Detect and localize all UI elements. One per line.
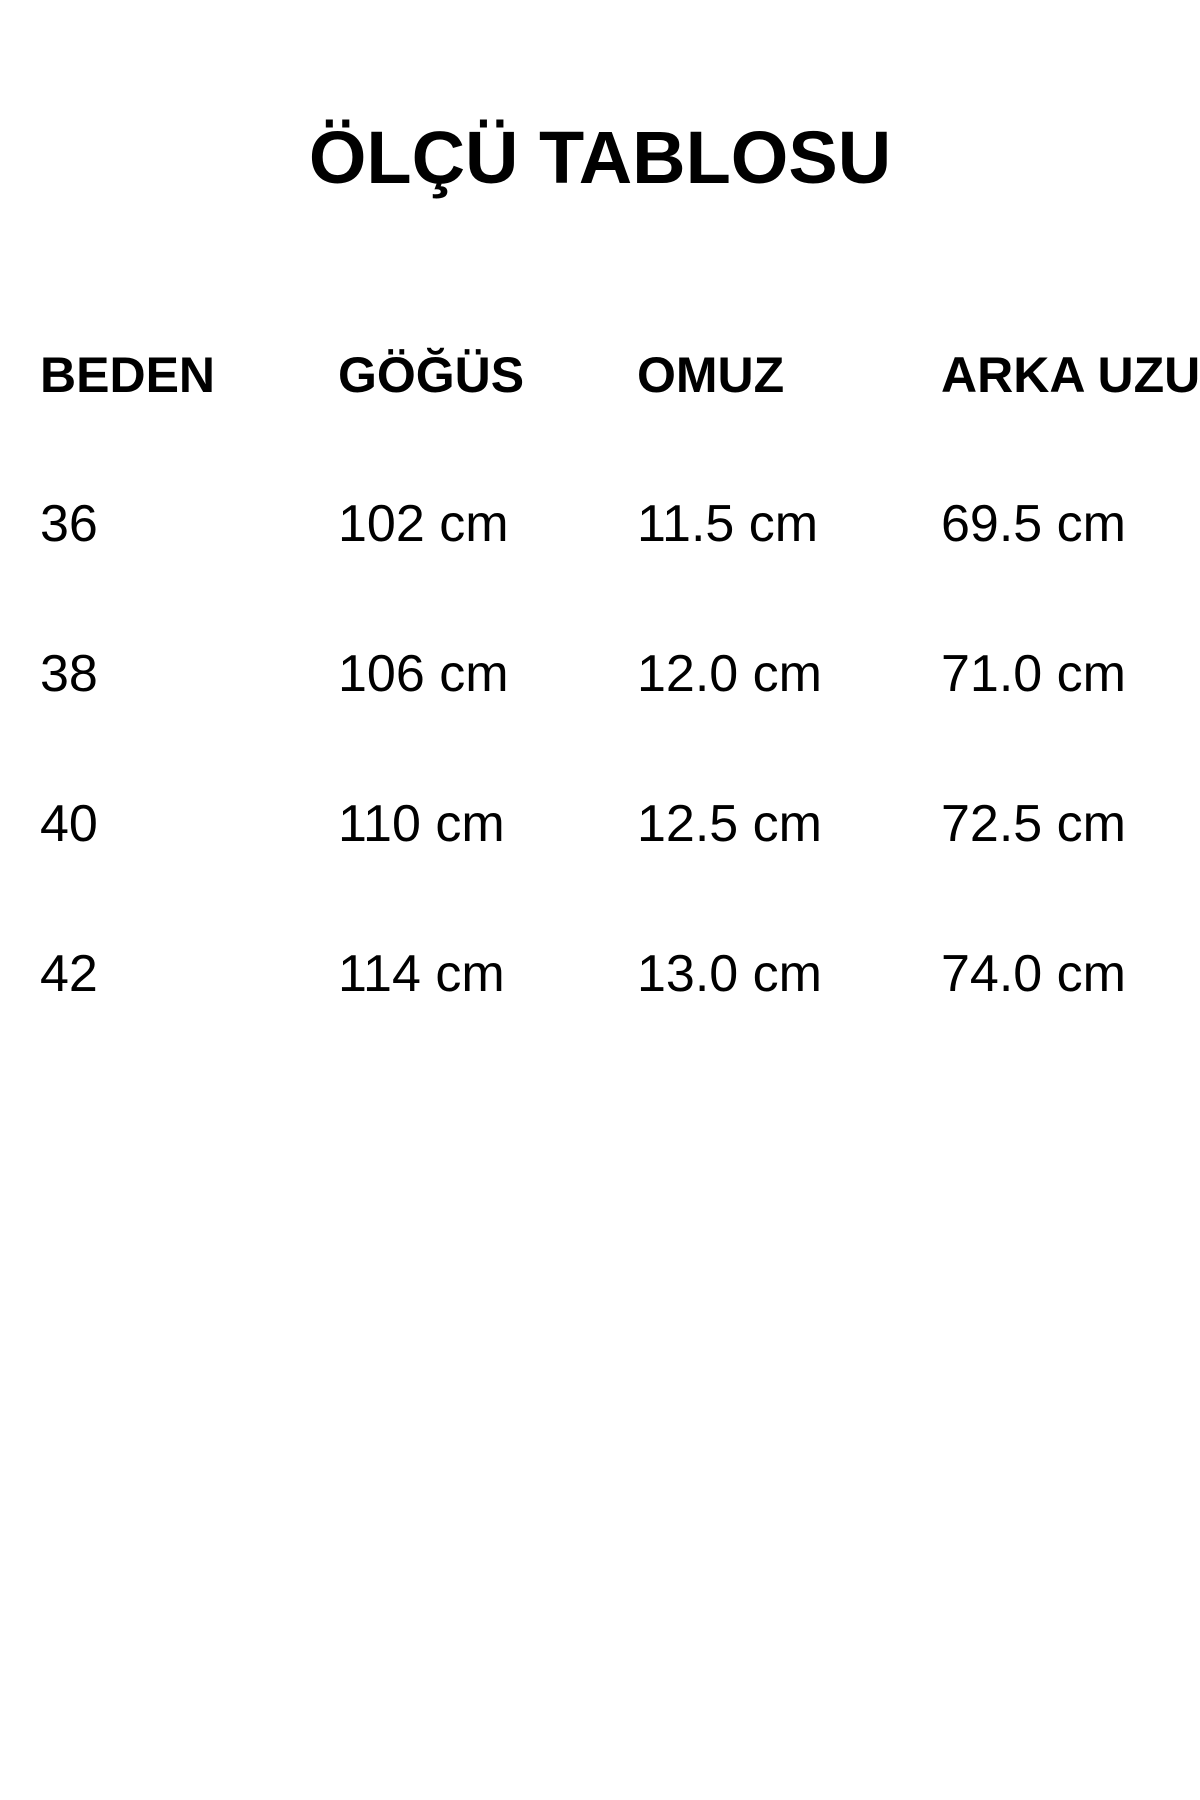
cell-gogus: 110 cm (338, 795, 505, 853)
header-omuz: OMUZ (637, 347, 785, 403)
cell-beden: 38 (40, 645, 98, 703)
cell-omuz: 11.5 cm (637, 495, 819, 553)
cell-arka-uzunluk: 71.0 cm (941, 645, 1126, 703)
cell-omuz: 13.0 cm (637, 945, 822, 1003)
cell-beden: 40 (40, 795, 98, 853)
header-gogus: GÖĞÜS (338, 347, 525, 403)
table-row: 42 114 cm 13.0 cm 74.0 cm (0, 948, 1200, 1008)
size-chart-title: ÖLÇÜ TABLOSU (308, 116, 892, 199)
cell-arka-uzunluk: 72.5 cm (941, 795, 1126, 853)
header-beden: BEDEN (40, 347, 216, 403)
cell-gogus: 106 cm (338, 645, 509, 703)
cell-omuz: 12.0 cm (637, 645, 822, 703)
table-header-row: BEDEN GÖĞÜS OMUZ ARKA UZU (0, 350, 1200, 410)
cell-gogus: 102 cm (338, 495, 509, 553)
cell-beden: 36 (40, 495, 98, 553)
table-row: 36 102 cm 11.5 cm 69.5 cm (0, 498, 1200, 558)
cell-beden: 42 (40, 945, 98, 1003)
table-row: 40 110 cm 12.5 cm 72.5 cm (0, 798, 1200, 858)
header-arka-uzunluk: ARKA UZU (941, 347, 1200, 403)
cell-arka-uzunluk: 69.5 cm (941, 495, 1126, 553)
cell-gogus: 114 cm (338, 945, 505, 1003)
table-row: 38 106 cm 12.0 cm 71.0 cm (0, 648, 1200, 708)
cell-omuz: 12.5 cm (637, 795, 822, 853)
cell-arka-uzunluk: 74.0 cm (941, 945, 1126, 1003)
